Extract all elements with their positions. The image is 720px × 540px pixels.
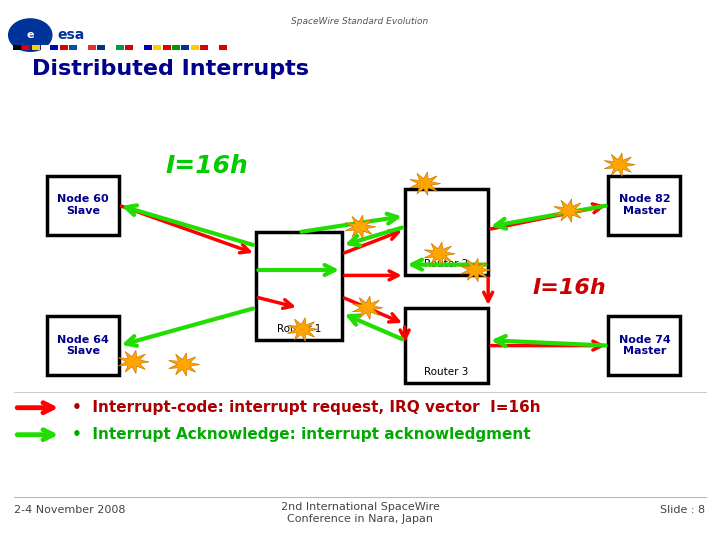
- Text: 2nd International SpaceWire
Conference in Nara, Japan: 2nd International SpaceWire Conference i…: [281, 502, 439, 524]
- FancyBboxPatch shape: [405, 308, 488, 383]
- Polygon shape: [352, 296, 383, 320]
- Bar: [125, 45, 133, 50]
- Text: Slide : 8: Slide : 8: [660, 505, 706, 515]
- FancyBboxPatch shape: [608, 176, 680, 235]
- Bar: [88, 45, 96, 50]
- Text: Node 82
Master: Node 82 Master: [618, 194, 670, 216]
- Polygon shape: [554, 199, 585, 222]
- Bar: [219, 45, 227, 50]
- Text: SpaceWire Standard Evolution: SpaceWire Standard Evolution: [292, 17, 428, 26]
- Polygon shape: [287, 318, 318, 341]
- Text: Node 60
Slave: Node 60 Slave: [57, 194, 109, 216]
- FancyBboxPatch shape: [256, 232, 342, 340]
- Bar: [172, 45, 180, 50]
- Text: I=16h: I=16h: [166, 154, 248, 178]
- Polygon shape: [424, 242, 455, 266]
- FancyBboxPatch shape: [608, 316, 680, 375]
- Bar: [41, 45, 49, 50]
- Bar: [191, 45, 199, 50]
- Bar: [200, 45, 208, 50]
- FancyBboxPatch shape: [47, 176, 119, 235]
- Bar: [116, 45, 124, 50]
- Bar: [97, 45, 105, 50]
- Polygon shape: [460, 258, 491, 282]
- Text: Router 3: Router 3: [424, 367, 469, 377]
- Bar: [22, 45, 30, 50]
- Bar: [78, 45, 86, 50]
- Bar: [181, 45, 189, 50]
- FancyBboxPatch shape: [405, 189, 488, 275]
- Bar: [50, 45, 58, 50]
- Text: 2-4 November 2008: 2-4 November 2008: [14, 505, 126, 515]
- Bar: [210, 45, 217, 50]
- Polygon shape: [168, 353, 199, 376]
- Bar: [107, 45, 114, 50]
- FancyBboxPatch shape: [47, 316, 119, 375]
- Text: Router 1: Router 1: [276, 323, 321, 334]
- Bar: [13, 45, 21, 50]
- Polygon shape: [410, 172, 441, 195]
- Text: Distributed Interrupts: Distributed Interrupts: [32, 59, 310, 79]
- Polygon shape: [118, 350, 149, 374]
- Text: •  Interrupt Acknowledge: interrupt acknowledgment: • Interrupt Acknowledge: interrupt ackno…: [72, 427, 531, 442]
- Polygon shape: [604, 153, 635, 177]
- Bar: [135, 45, 143, 50]
- Bar: [144, 45, 152, 50]
- Bar: [32, 45, 40, 50]
- Text: Node 74
Master: Node 74 Master: [618, 335, 670, 356]
- Text: e: e: [27, 30, 34, 40]
- Circle shape: [9, 19, 52, 51]
- Bar: [163, 45, 171, 50]
- Text: Router 2: Router 2: [424, 259, 469, 269]
- Text: esa: esa: [58, 28, 85, 42]
- Bar: [69, 45, 77, 50]
- Polygon shape: [345, 215, 376, 239]
- Text: Node 64
Slave: Node 64 Slave: [57, 335, 109, 356]
- Bar: [60, 45, 68, 50]
- Bar: [153, 45, 161, 50]
- Text: •  Interrupt-code: interrupt request, IRQ vector  I=16h: • Interrupt-code: interrupt request, IRQ…: [72, 400, 541, 415]
- Text: I=16h: I=16h: [533, 278, 606, 298]
